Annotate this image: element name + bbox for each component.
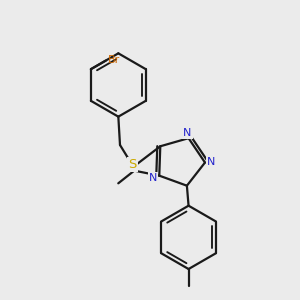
Text: N: N [183,128,192,138]
Text: N: N [207,157,215,167]
Text: Br: Br [108,56,120,65]
Text: S: S [128,158,137,171]
Text: N: N [149,172,158,183]
